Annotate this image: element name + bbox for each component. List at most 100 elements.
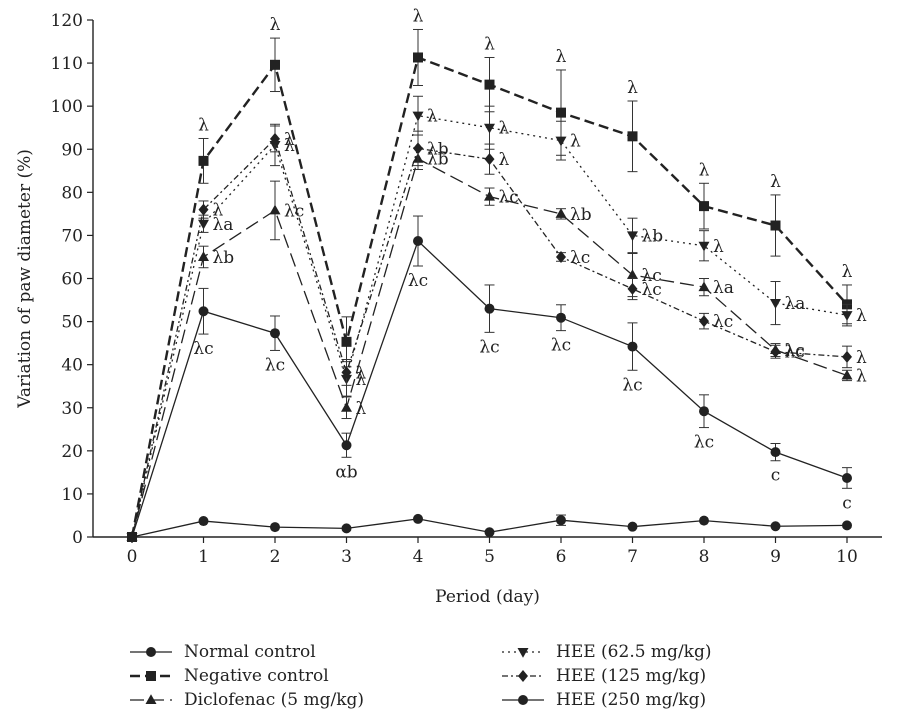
significance-label: λ [556,47,567,67]
significance-label: λ [427,107,438,127]
significance-label: λ [284,136,295,156]
data-point [555,136,567,147]
x-tick-label: 1 [198,547,209,567]
data-point [270,132,280,145]
y-tick-label: 30 [61,399,83,419]
x-tick-label: 7 [627,547,638,567]
y-tick-label: 40 [61,356,83,376]
y-tick-label: 80 [61,183,83,203]
data-point [484,79,495,90]
series-4 [126,95,853,543]
legend-label: HEE (250 mg/kg) [556,690,707,710]
data-point [627,269,638,280]
data-point [770,220,781,231]
legend-marker [518,695,528,705]
data-point [627,231,638,242]
data-point [556,312,566,323]
data-point [770,447,781,458]
legend-label: HEE (62.5 mg/kg) [556,642,712,662]
significance-label: λ [270,15,281,35]
legend-label: Negative control [184,666,329,686]
significance-label: λ [699,160,710,180]
significance-label: λc [265,355,285,375]
significance-label: λ [213,201,224,221]
legend-swatch [502,670,544,682]
significance-label: λ [356,399,367,419]
data-point [484,190,495,201]
data-point [698,281,710,292]
data-point [341,366,352,379]
data-point [556,515,566,526]
significance-label: λ [570,132,581,152]
significance-label: λc [642,266,662,286]
data-point [484,153,495,166]
data-point [413,236,423,247]
y-tick-label: 60 [61,270,83,290]
y-tick-label: 20 [61,442,83,462]
line-chart: 0 10 20 30 40 50 60 70 80 90 100 110 120 0 1 2 3 4 5 6 7 8 9 10… [15,6,882,607]
data-point [198,155,209,166]
data-point [627,341,638,352]
significance-label: c [842,493,852,513]
data-point [556,107,566,118]
data-point [270,522,280,533]
y-tick-label: 70 [61,226,83,246]
data-point [198,203,209,216]
axes: 0 10 20 30 40 50 60 70 80 90 100 110 120 0 1 2 3 4 5 6 7 8 9 10 [51,11,882,567]
data-point [699,315,709,328]
data-point [627,521,638,532]
data-point [341,440,352,451]
significance-label: λa [713,278,734,298]
y-tick-label: 0 [72,528,83,548]
significance-label: λ [842,262,853,282]
legend-swatch [130,694,172,704]
significance-label: λc [193,339,213,359]
data-point [699,406,709,417]
data-point [198,306,209,317]
legend-swatch [130,671,172,681]
significance-label: λ [499,119,510,139]
data-point [484,303,495,314]
data-point [627,282,638,295]
x-tick-label: 5 [484,547,495,567]
significance-label: λb [213,248,235,268]
data-point [412,111,424,122]
x-tick-label: 0 [127,547,138,567]
significance-label: λ [484,34,495,54]
significance-label: λb [570,205,592,225]
data-point [413,513,423,524]
significance-label: λ [856,306,867,326]
x-tick-label: 9 [770,547,781,567]
significance-label: λb [427,139,449,159]
legend-marker [517,648,529,658]
significance-label: λ [413,6,424,26]
x-tick-label: 8 [699,547,710,567]
y-tick-label: 110 [51,54,83,74]
significance-label: λb [427,150,449,170]
significance-label: λc [284,201,304,221]
data-point [698,241,710,252]
y-tick-label: 100 [51,97,83,117]
significance-label: λ [284,130,295,150]
legend-marker [146,647,156,657]
y-axis-label: Variation of paw diameter (%) [15,149,35,409]
significance-label: λa [213,215,234,235]
significance-label: λ [198,115,209,135]
significance-label: αb [335,462,357,482]
legend-item: HEE (62.5 mg/kg) [500,640,711,664]
legend: Normal control Negative control Diclofenac… [0,630,901,712]
data-point [198,251,209,261]
significance-label: λc [785,343,805,363]
legend-swatch [130,647,172,657]
data-point [270,328,280,339]
data-point [842,472,852,483]
x-tick-label: 3 [341,547,352,567]
data-point [270,59,280,70]
legend-swatch [502,648,544,658]
y-tick-label: 120 [51,11,83,31]
data-point [484,123,495,134]
legend-item: Negative control [128,664,329,688]
data-point [555,208,567,218]
data-point [627,131,638,142]
data-point [341,336,352,347]
